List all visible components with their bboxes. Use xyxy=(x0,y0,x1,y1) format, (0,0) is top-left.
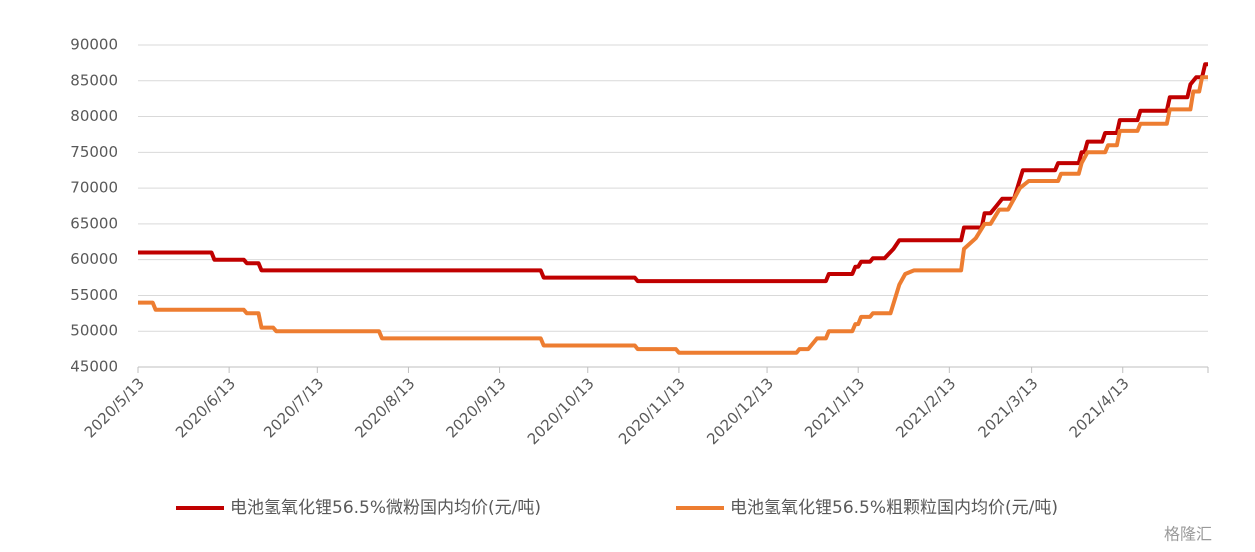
y-tick-label: 45000 xyxy=(70,358,118,376)
x-tick-label: 2020/9/13 xyxy=(442,374,509,441)
x-tick-label: 2021/4/13 xyxy=(1066,374,1133,441)
x-tick-label: 2021/1/13 xyxy=(801,374,868,441)
y-tick-label: 50000 xyxy=(70,322,118,340)
x-tick-label: 2020/7/13 xyxy=(260,374,327,441)
y-tick-label: 85000 xyxy=(70,71,118,89)
x-tick-label: 2020/10/13 xyxy=(524,374,598,448)
x-tick-label: 2020/8/13 xyxy=(351,374,418,441)
x-tick-label: 2021/3/13 xyxy=(975,374,1042,441)
x-tick-label: 2020/5/13 xyxy=(81,374,148,441)
legend-label: 电池氢氧化锂56.5%微粉国内均价(元/吨) xyxy=(230,498,541,518)
x-tick-label: 2020/11/13 xyxy=(615,374,689,448)
y-tick-label: 55000 xyxy=(70,286,118,304)
y-tick-label: 60000 xyxy=(70,250,118,268)
y-tick-label: 70000 xyxy=(70,179,118,197)
x-tick-label: 2021/2/13 xyxy=(892,374,959,441)
series-line xyxy=(138,62,1208,284)
y-tick-label: 90000 xyxy=(70,36,118,54)
watermark: 格隆汇 xyxy=(1164,525,1212,544)
legend-label: 电池氢氧化锂56.5%粗颗粒国内均价(元/吨) xyxy=(730,498,1058,518)
y-tick-label: 80000 xyxy=(70,107,118,125)
series-line xyxy=(138,75,1208,355)
x-tick-label: 2020/12/13 xyxy=(703,374,777,448)
y-tick-label: 65000 xyxy=(70,214,118,232)
y-tick-label: 75000 xyxy=(70,143,118,161)
x-tick-label: 2020/6/13 xyxy=(172,374,239,441)
